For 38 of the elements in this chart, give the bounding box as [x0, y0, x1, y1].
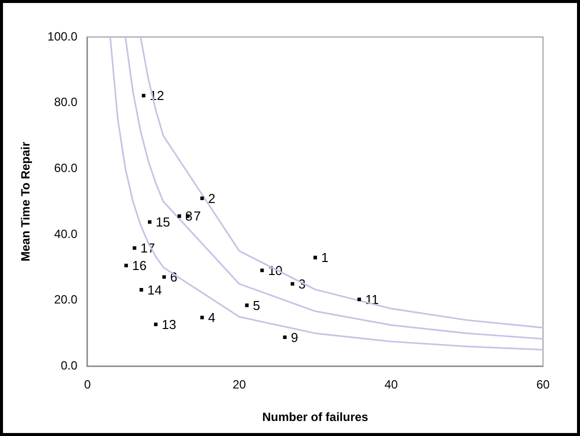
point — [142, 94, 146, 98]
x-axis-title: Number of failures — [262, 410, 369, 424]
point — [283, 335, 287, 339]
annotation: 15 — [156, 214, 170, 230]
y-tick-label: 80.0 — [54, 95, 78, 110]
annotation: 16 — [132, 258, 147, 274]
annotation: 5 — [252, 298, 260, 313]
x-tick-label: 40 — [384, 378, 398, 392]
point — [200, 316, 204, 320]
annotation: 2 — [208, 190, 216, 206]
y-tick-label: 100.0 — [47, 29, 78, 44]
annotation: 13 — [162, 316, 176, 332]
point — [154, 322, 158, 326]
point — [290, 282, 294, 286]
point — [357, 298, 362, 302]
y-tick-label: 40.0 — [54, 226, 78, 241]
y-tick-label: 20.0 — [54, 292, 78, 307]
annotation: 4 — [208, 310, 216, 326]
x-tick-label: 60 — [536, 378, 550, 392]
point — [148, 220, 152, 224]
point — [260, 268, 264, 272]
point — [200, 196, 204, 200]
y-axis-title: Mean Time To Repair — [18, 141, 33, 262]
annotation: 7 — [194, 208, 201, 224]
y-tick-label: 0.0 — [60, 358, 78, 373]
point — [162, 275, 166, 279]
annotation: 1 — [321, 250, 328, 266]
point — [132, 246, 136, 250]
x-tick-label: 0 — [84, 378, 92, 392]
point — [178, 214, 182, 218]
annotation: 14 — [147, 282, 162, 298]
y-tick-label: 60.0 — [54, 160, 78, 175]
point — [245, 304, 249, 308]
point — [140, 288, 144, 292]
annotation: 9 — [290, 330, 298, 345]
point — [313, 256, 317, 260]
point — [124, 264, 128, 268]
x-tick-label: 20 — [232, 378, 246, 392]
